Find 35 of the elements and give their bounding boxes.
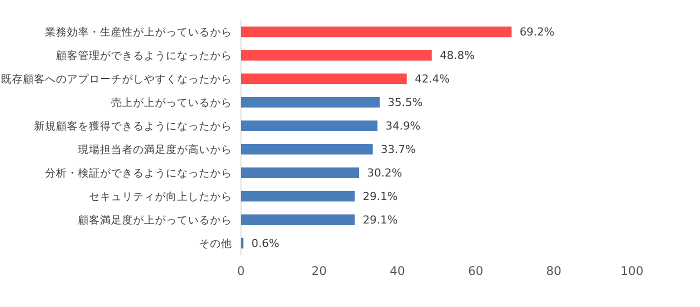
y-tick-label: セキュリティが向上したから [89, 190, 232, 203]
y-tick-label: その他 [199, 238, 232, 250]
bar [241, 167, 360, 178]
y-tick-label: 顧客満足度が上がっているから [78, 213, 232, 226]
x-tick-label: 100 [620, 264, 644, 278]
data-label: 35.5% [388, 96, 423, 110]
x-tick-label: 40 [390, 264, 406, 278]
x-tick-label: 60 [468, 264, 484, 278]
bar [241, 74, 407, 84]
data-label: 48.8% [440, 49, 475, 62]
bar [241, 120, 378, 132]
data-label: 29.1% [362, 190, 398, 204]
x-tick-label: 20 [312, 264, 327, 278]
y-tick-label: 分析・検証ができるようになったから [45, 166, 232, 180]
data-label: 69.2% [520, 26, 555, 39]
bar [241, 190, 355, 202]
y-tick-label: 新規顧客を獲得できるようになったから [34, 119, 232, 132]
data-label: 34.9% [385, 120, 420, 133]
y-tick-label: 現場担当者の満足度が高いから [78, 142, 232, 156]
data-label: 29.1% [362, 214, 398, 227]
y-tick-label: 顧客管理ができるようになったから [56, 49, 232, 62]
data-label: 42.4% [414, 72, 450, 86]
data-label: 0.6% [251, 236, 280, 250]
x-tick-label: 80 [546, 264, 562, 278]
bar [241, 144, 373, 155]
y-tick-label: 既存顧客へのアプローチがしやすくなったから [1, 72, 232, 86]
bar [241, 26, 512, 38]
bar [241, 50, 432, 61]
data-label: 33.7% [380, 143, 416, 156]
y-tick-label: 売上が上がっているから [111, 96, 232, 109]
y-tick-label: 業務効率・生産性が上がっているから [45, 26, 232, 39]
bar [241, 97, 380, 108]
data-label: 30.2% [367, 166, 402, 180]
bar [241, 214, 355, 225]
x-tick-label: 0 [237, 264, 245, 278]
